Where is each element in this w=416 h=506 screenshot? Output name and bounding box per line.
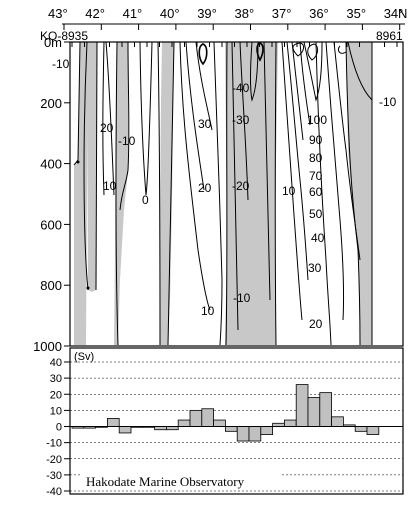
depth-axis: 0m 200 400 600 800 1000 [33,35,70,354]
contour-label: 80 [309,151,323,165]
observatory-label-bg [82,470,280,490]
transport-bar [213,419,226,427]
bar-y-tick-label: 30 [50,373,62,385]
contour-label: -30 [232,113,250,127]
transport-panel: 40 30 20 10 0 -10 -20 -30 -40 (Sv) Hakodate Mari… [46,347,404,498]
depth-label: 400 [40,157,62,172]
negative-shading [74,42,372,345]
transport-bar [107,418,120,427]
depth-label: 1000 [33,339,62,354]
latitude-label: 38° [235,6,255,21]
contour-lines [73,42,373,346]
latitude-label: 34° [384,6,404,21]
transport-bar [118,426,132,434]
transport-bar [177,419,191,427]
contour-label: 30 [198,117,212,131]
bar-y-tick-label: 0 [56,422,62,434]
bar-y-ticks: 40 30 20 10 0 -10 -20 -30 -40 [46,357,70,498]
transport-frame [69,347,404,495]
transport-bar [248,426,262,442]
contour-label: 20 [309,317,323,331]
section-frame [69,41,404,347]
latitude-label: 35° [346,6,366,21]
contour-label: 50 [309,207,323,221]
latitude-label: 36° [309,6,329,21]
station-start-label: KO-8935 [40,29,88,43]
transport-bar [307,397,321,427]
depth-label: 0m [44,35,62,50]
latitude-label: 37° [272,6,292,21]
contour-label: 100 [307,113,327,127]
bar-y-tick-label: -40 [46,486,62,498]
transport-bar [201,408,215,427]
station-markers [76,160,90,290]
observatory-label: Hakodate Marine Observatory [86,474,245,489]
bar-y-tick-label: 20 [50,389,62,401]
latitude-label: 40° [160,6,180,21]
transport-bar [236,426,250,442]
contour-label: 60 [309,185,323,199]
station-end-label: 8961 [376,29,403,43]
bar-y-tick-label: -20 [46,454,62,466]
depth-label: 200 [40,96,62,111]
contour-label-group: -10 20 -10 10 0 30 20 10 -40 -30 -20 -10… [52,57,397,331]
contour-label: -10 [379,95,397,109]
latitude-label: 41° [123,6,143,21]
station-ticks [71,42,398,47]
transport-bar [366,426,380,435]
latitude-unit-label: N [398,6,407,21]
depth-label: 600 [40,217,62,232]
latitude-label: 39° [197,6,217,21]
transport-bar [189,409,203,427]
contour-label: -10 [118,134,136,148]
section-panel [69,41,404,347]
contour-label: -10 [52,57,70,71]
transport-bar [283,419,297,427]
bar-gridlines [70,361,403,492]
contour-label: 10 [201,304,215,318]
contour-label: 10 [103,179,117,193]
transport-bar [260,426,273,435]
depth-label: 800 [40,278,62,293]
transport-bar [224,426,238,432]
contour-label: 0 [142,193,149,207]
contour-label: 30 [308,261,322,275]
contour-label: 90 [309,133,323,147]
transport-bar [354,426,368,432]
latitude-axis: 43° 42° 41° 40° 39° 38° 37° 36° 35° 34° N [48,6,407,30]
bar-y-tick-label: 40 [50,357,62,369]
y-axis-unit-label: (Sv) [74,351,94,363]
transport-bar [319,392,332,427]
contour-label: 70 [309,169,323,183]
contour-label: -40 [232,81,250,95]
latitude-label: 42° [85,6,105,21]
latitude-label: 43° [48,6,68,21]
bar-y-tick-label: -10 [46,438,62,450]
bar-y-tick-label: 10 [50,405,62,417]
transport-bar [331,416,344,427]
contour-label: -10 [233,291,251,305]
contour-label: -20 [232,179,250,193]
bar-y-tick-label: -30 [46,470,62,482]
contour-label: 20 [100,121,114,135]
contour-label: 40 [311,231,325,245]
contour-label: 20 [198,181,212,195]
contour-label: 10 [282,184,296,198]
transport-bar [295,384,309,427]
